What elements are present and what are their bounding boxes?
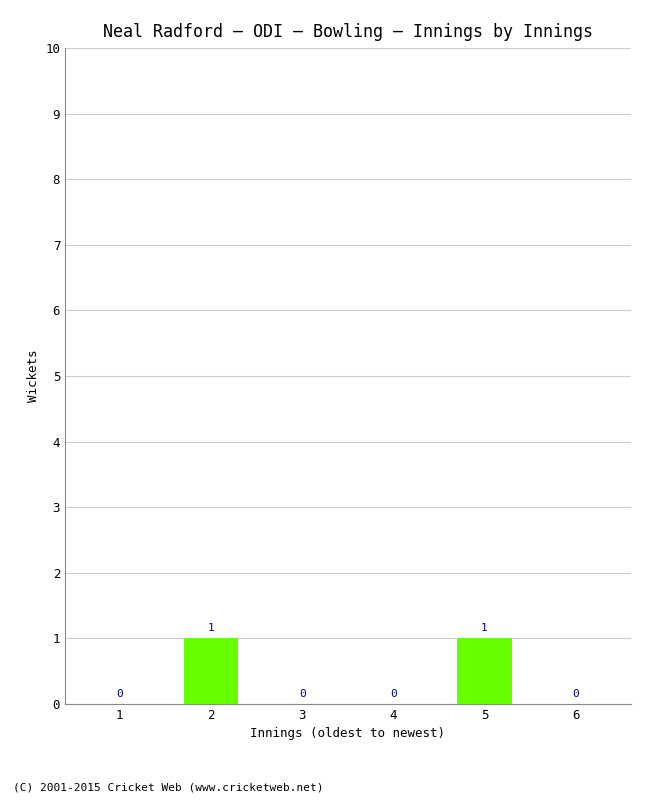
Bar	[457, 638, 512, 704]
Text: 0: 0	[573, 689, 579, 698]
X-axis label: Innings (oldest to newest): Innings (oldest to newest)	[250, 727, 445, 741]
Text: 0: 0	[390, 689, 396, 698]
Text: (C) 2001-2015 Cricket Web (www.cricketweb.net): (C) 2001-2015 Cricket Web (www.cricketwe…	[13, 782, 324, 792]
Text: 1: 1	[481, 623, 488, 633]
Text: 0: 0	[116, 689, 123, 698]
Y-axis label: Wickets: Wickets	[27, 350, 40, 402]
Text: 1: 1	[207, 623, 214, 633]
Text: 0: 0	[299, 689, 305, 698]
Bar	[183, 638, 239, 704]
Title: Neal Radford – ODI – Bowling – Innings by Innings: Neal Radford – ODI – Bowling – Innings b…	[103, 23, 593, 41]
